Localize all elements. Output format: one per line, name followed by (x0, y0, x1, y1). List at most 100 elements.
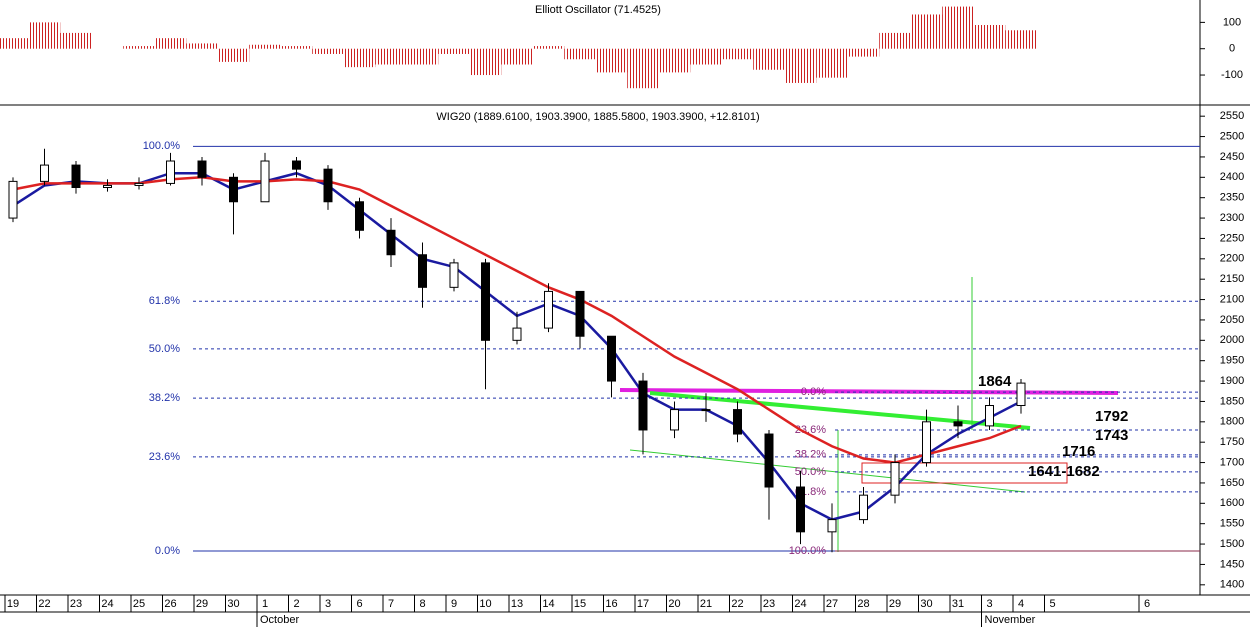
x-tick-label: 29 (196, 598, 208, 610)
y-tick-label: -100 (1221, 69, 1243, 81)
oscillator-bar (406, 48, 439, 65)
fib-label: 61.8% (149, 295, 180, 307)
oscillator-bar (375, 48, 407, 65)
x-tick-label: 27 (826, 598, 838, 610)
x-tick-label: 2 (293, 598, 299, 610)
y-tick-label: 1550 (1220, 518, 1244, 530)
oscillator-bar (154, 38, 187, 49)
candle-body (40, 164, 49, 182)
y-tick-label: 1450 (1220, 558, 1244, 570)
y-tick-label: 1600 (1220, 497, 1244, 509)
x-tick-label: 17 (637, 598, 649, 610)
oscillator-bar (532, 46, 565, 49)
fib-label: 50.0% (795, 466, 826, 478)
oscillator-bar (217, 48, 250, 62)
oscillator-bar (847, 48, 880, 57)
x-tick-label: 30 (227, 598, 239, 610)
oscillator-bar (879, 32, 911, 49)
candle-body (701, 409, 711, 412)
fib-label: 50.0% (149, 343, 180, 355)
oscillator-bar (910, 14, 943, 49)
y-tick-label: 2000 (1220, 334, 1244, 346)
fib-label: 38.2% (149, 392, 180, 404)
candle-body (827, 519, 837, 533)
x-tick-label: 15 (574, 598, 586, 610)
oscillator-bar (753, 48, 785, 70)
oscillator-bar (595, 48, 628, 73)
x-tick-label: 31 (952, 598, 964, 610)
y-tick-label: 1800 (1220, 416, 1244, 428)
y-tick-label: 1400 (1220, 579, 1244, 591)
month-label: November (985, 614, 1036, 626)
candle-body (229, 176, 238, 203)
fib-label: 38.2% (795, 449, 826, 461)
y-tick-label: 2200 (1220, 253, 1244, 265)
y-tick-label: 2350 (1220, 192, 1244, 204)
candle-body (8, 180, 18, 219)
candle-body (418, 254, 427, 288)
candle-body (953, 421, 963, 427)
candle-body (1016, 382, 1026, 407)
candle-body (764, 433, 774, 488)
fib-label: 100.0% (789, 545, 827, 557)
x-tick-label: 14 (542, 598, 554, 610)
month-label: October (260, 614, 299, 626)
y-tick-label: 1700 (1220, 456, 1244, 468)
candle-body (481, 262, 490, 341)
candle-body (71, 164, 81, 188)
x-tick-label: 10 (479, 598, 491, 610)
fib-label: 100.0% (143, 140, 181, 152)
candle-body (796, 486, 805, 533)
y-tick-label: 1650 (1220, 477, 1244, 489)
oscillator-bar (312, 48, 344, 54)
fib-label: 23.6% (795, 424, 826, 436)
y-tick-label: 2050 (1220, 314, 1244, 326)
oscillator-bar (438, 48, 470, 54)
y-tick-label: 1850 (1220, 395, 1244, 407)
y-tick-label: 2150 (1220, 273, 1244, 285)
oscillator-bar (564, 48, 596, 60)
y-tick-label: 1500 (1220, 538, 1244, 550)
y-tick-label: 2450 (1220, 151, 1244, 163)
x-tick-label: 20 (668, 598, 680, 610)
y-tick-label: 100 (1223, 16, 1241, 28)
x-tick-label: 9 (451, 598, 457, 610)
oscillator-bar (721, 48, 754, 60)
x-tick-label: 8 (419, 598, 425, 610)
x-tick-label: 19 (7, 598, 19, 610)
candle-body (985, 405, 994, 427)
oscillator-bar (501, 48, 533, 65)
oscillator-bar (280, 46, 313, 49)
oscillator-bar (816, 48, 848, 78)
x-tick-label: 1 (262, 598, 268, 610)
x-tick-label: 22 (38, 598, 50, 610)
candle-body (607, 335, 616, 382)
oscillator-bar (942, 6, 974, 49)
candle-body (197, 160, 207, 178)
candle-body (292, 160, 301, 170)
x-tick-label: 23 (70, 598, 82, 610)
y-tick-label: 1900 (1220, 375, 1244, 387)
oscillator-bar (123, 46, 155, 49)
annotation: 1641-1682 (1028, 463, 1100, 480)
annotation: 1792 (1095, 408, 1128, 425)
oscillator-bar (343, 48, 376, 68)
x-tick-label: 4 (1018, 598, 1024, 610)
candle-body (386, 229, 396, 256)
candle-body (355, 201, 364, 231)
x-tick-label: 28 (857, 598, 869, 610)
candle-body (890, 462, 900, 496)
x-tick-label: 5 (1049, 598, 1055, 610)
fib-label: 0.0% (155, 545, 180, 557)
x-tick-label: 24 (101, 598, 113, 610)
oscillator-bar (28, 22, 61, 49)
oscillator-bar (186, 43, 218, 49)
trend-line (649, 391, 1031, 430)
y-tick-label: 2550 (1220, 110, 1244, 122)
fib-label: 23.6% (149, 451, 180, 463)
x-tick-label: 7 (388, 598, 394, 610)
oscillator-bar (690, 48, 722, 65)
x-tick-label: 23 (763, 598, 775, 610)
